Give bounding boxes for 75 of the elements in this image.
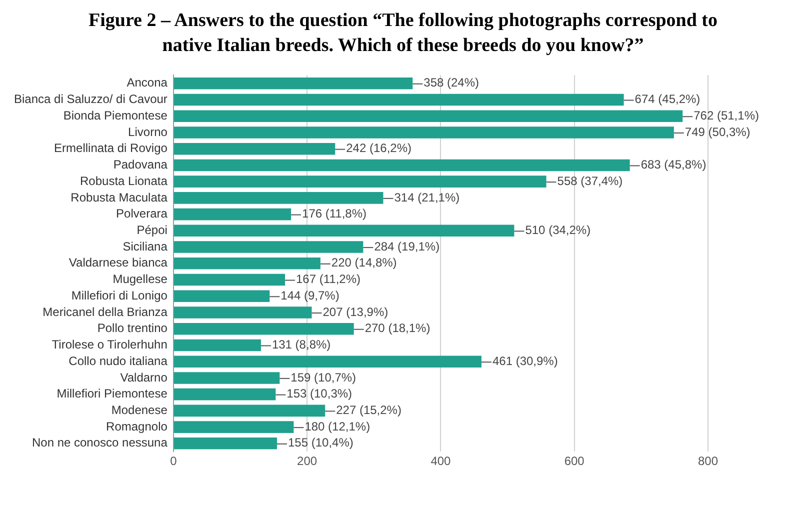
bar [174,421,294,433]
y-tick-label: Mericanel della Brianza [42,304,168,319]
bar [174,110,683,122]
data-label: 510 (34,2%) [525,222,591,237]
y-tick-label: Modenese [111,403,168,417]
bar [174,404,326,417]
bar [174,159,630,172]
y-tick-label: Bionda Piemontese [63,108,168,122]
chart-title: Figure 2 – Answers to the question “The following photographs correspond to native Italian breeds. Which of these breeds do you know?” [88,9,718,58]
x-tick-label: 400 [430,454,452,468]
x-tick-label: 800 [698,454,718,468]
y-tick-label: Siciliana [122,239,168,254]
y-tick-label: Tirolese o Tirolerhuhn [52,338,168,352]
y-tick-label: Pépoi [136,222,168,237]
bar [174,224,514,237]
y-tick-label: Livorno [128,124,168,139]
y-tick-label: Robusta Lionata [80,174,168,188]
data-label: 153 (10,3%) [286,386,352,401]
bar [174,290,270,302]
y-tick-label: Padovana [113,158,168,172]
bar [174,388,276,400]
y-tick-label: Collo nudo italiana [68,354,168,368]
y-tick-label: Polverara [116,206,168,221]
data-label: 358 (24%) [424,76,480,90]
data-label: 674 (45,2%) [634,92,700,106]
y-tick-label: Non ne conosco nessuna [32,436,168,450]
data-label: 227 (15,2%) [336,403,402,417]
data-label: 461 (30,9%) [492,354,558,368]
bar [174,126,674,138]
data-label: 762 (51,1%) [694,108,759,122]
data-label: 131 (8,8%) [272,338,331,352]
data-label: 180 (12,1%) [304,419,370,434]
data-label: 558 (37,4%) [557,174,623,188]
bar [174,258,320,270]
data-label: 242 (16,2%) [346,141,412,156]
y-tick-label: Millefiori Piemontese [56,386,168,401]
bar [174,322,354,335]
bar [174,208,292,220]
data-label: 683 (45,8%) [640,158,706,172]
data-label: 207 (13,9%) [322,304,388,319]
data-label: 155 (10,4%) [288,436,354,450]
y-tick-label: Robusta Maculata [70,190,168,204]
bar [174,192,384,204]
bar [174,241,364,253]
x-tick-label: 0 [170,454,178,468]
bar [174,356,482,368]
y-tick-label: Romagnolo [106,419,168,434]
bar [174,438,277,450]
y-tick-label: Ancona [126,76,168,90]
bar [174,306,312,318]
bar [174,372,280,384]
bar [174,274,286,286]
data-label: 159 (10,7%) [290,370,356,384]
data-label: 144 (9,7%) [280,288,340,302]
bar [174,77,413,90]
y-tick-label: Bianca di Saluzzo/ di Cavour [14,92,168,106]
data-label: 167 (11,2%) [296,272,360,286]
bar [174,94,624,106]
y-tick-label: Ermellinata di Rovigo [54,141,168,156]
data-label: 220 (14,8%) [331,256,397,270]
data-label: 314 (21,1%) [394,190,460,204]
y-tick-label: Pollo trentino [97,321,168,336]
bar [174,142,336,155]
y-tick-label: Millefiori di Lonigo [71,288,168,302]
x-tick-label: 200 [297,454,318,468]
data-label: 284 (19,1%) [374,239,440,254]
data-label: 176 (11,8%) [302,206,367,221]
bar [174,339,261,352]
data-label: 270 (18,1%) [364,321,430,336]
y-tick-label: Valdarnese bianca [68,256,168,270]
bar [174,176,546,188]
y-tick-label: Mugellese [112,272,168,286]
x-tick-label: 600 [564,454,585,468]
y-tick-label: Valdarno [120,370,168,384]
data-label: 749 (50,3%) [684,124,750,139]
